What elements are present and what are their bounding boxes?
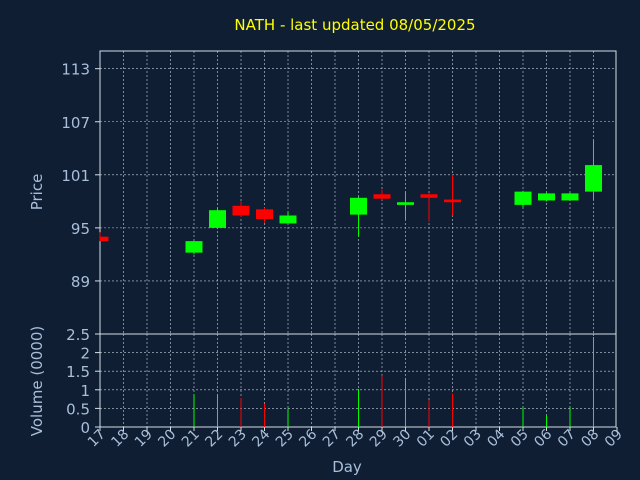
x-tick-label: 02 <box>437 427 461 451</box>
day-axis-label: Day <box>332 458 362 476</box>
candle-body <box>373 194 391 199</box>
x-tick-labels: 17 18 19 20 21 22 23 24 25 26 27 28 29 30 01 02 03 04 05 06… <box>85 426 626 450</box>
candle-body <box>514 191 532 205</box>
price-y-tick-label: 101 <box>61 167 90 185</box>
x-tick-label: 20 <box>155 427 179 451</box>
candle-body <box>279 215 297 224</box>
volume-axis-label: Volume (0000) <box>28 326 46 436</box>
x-tick-label: 24 <box>249 426 273 450</box>
candle-body <box>444 199 461 203</box>
price-panel: 89 95 101 107 113 <box>61 50 617 335</box>
candle-body <box>185 241 203 253</box>
candle-body <box>100 236 109 242</box>
x-tick-label: 07 <box>555 427 579 451</box>
candle-body <box>232 205 250 216</box>
volume-y-tick-label: 2 <box>80 345 90 363</box>
price-y-tick-label: 89 <box>71 273 90 291</box>
price-y-tick-label: 95 <box>71 220 90 238</box>
x-tick-label: 21 <box>179 427 203 451</box>
x-tick-label: 28 <box>343 427 367 451</box>
x-tick-label: 26 <box>296 426 320 450</box>
candle-body <box>256 209 273 220</box>
x-tick-label: 19 <box>132 427 156 451</box>
volume-panel: 00.511.522.5 <box>66 326 617 437</box>
chart-title: NATH - last updated 08/05/2025 <box>234 16 475 34</box>
x-tick-label: 18 <box>108 427 132 451</box>
candle-body <box>585 165 602 192</box>
x-tick-label: 05 <box>508 427 532 451</box>
volume-y-tick-label: 1.5 <box>66 363 90 381</box>
x-tick-label: 08 <box>578 427 602 451</box>
candle-body <box>538 193 555 201</box>
price-axis-label: Price <box>28 174 46 211</box>
candle-body <box>561 193 579 201</box>
candle-body <box>350 197 367 215</box>
x-tick-label: 03 <box>461 427 485 451</box>
x-tick-label: 06 <box>531 426 555 450</box>
price-frame <box>99 50 617 335</box>
candle-body <box>397 202 414 205</box>
x-tick-label: 25 <box>273 427 297 451</box>
price-y-tick-label: 113 <box>61 61 90 79</box>
candle-body <box>209 210 226 228</box>
price-y-tick-label: 107 <box>61 114 90 132</box>
x-tick-label: 27 <box>320 427 344 451</box>
x-tick-label: 04 <box>484 426 508 450</box>
x-tick-label: 29 <box>367 427 391 451</box>
x-tick-label: 01 <box>414 427 438 451</box>
x-tick-label: 09 <box>602 427 626 451</box>
candle-body <box>420 194 438 198</box>
volume-y-tick-label: 0.5 <box>66 400 90 418</box>
x-tick-label: 30 <box>390 427 414 451</box>
x-tick-label: 22 <box>202 427 226 451</box>
volume-y-tick-label: 0 <box>80 419 90 437</box>
volume-y-tick-label: 2.5 <box>66 326 90 344</box>
volume-y-tick-label: 1 <box>80 382 90 400</box>
x-tick-label: 23 <box>226 427 250 451</box>
